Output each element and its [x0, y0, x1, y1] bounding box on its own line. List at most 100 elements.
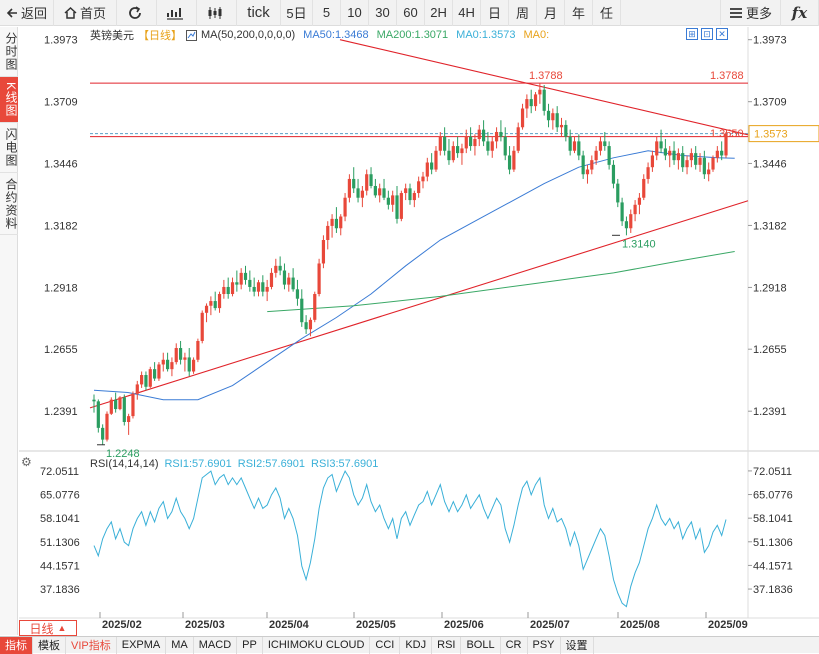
indicator-kdj[interactable]: KDJ	[400, 636, 433, 654]
candle-body	[650, 155, 655, 168]
candle-body	[378, 188, 382, 196]
fit-icon[interactable]: ⊡	[701, 28, 713, 40]
candle-body	[217, 294, 222, 309]
line-chart-icon	[167, 7, 184, 20]
indicator-ma[interactable]: MA	[166, 636, 194, 654]
price-tick-label-left: 1.2655	[44, 344, 78, 356]
line-chart-button[interactable]	[157, 0, 198, 26]
chart-legend: 英镑美元 【日线】 MA(50,200,0,0,0,0) MA50:1.3468…	[90, 27, 549, 43]
candle-body	[235, 282, 239, 285]
tab-vip-indicators[interactable]: VIP指标	[66, 636, 117, 654]
price-tick-label-right: 1.3446	[753, 158, 787, 170]
rsi-tick-label-right: 44.1571	[753, 560, 793, 572]
candle-body	[265, 286, 269, 292]
period-30[interactable]: 30	[369, 0, 398, 26]
sidebar-item-flash[interactable]: 闪电图	[0, 123, 18, 173]
candle-body	[308, 319, 313, 330]
time-tick-label: 2025/05	[356, 619, 396, 631]
candle-body	[469, 136, 473, 147]
indicator-psy[interactable]: PSY	[528, 636, 561, 654]
candle-body	[590, 160, 594, 170]
rsi-params[interactable]: RSI(14,14,14)	[90, 458, 159, 470]
candle-body	[127, 416, 131, 422]
period-week[interactable]: 周	[509, 0, 538, 26]
ma-params[interactable]: MA(50,200,0,0,0,0)	[201, 29, 296, 41]
caret-up-icon: ▲	[57, 623, 67, 633]
indicator-macd[interactable]: MACD	[194, 636, 238, 654]
rsi-tick-label-right: 58.1041	[753, 513, 793, 525]
current-price-text: 1.3573	[754, 129, 788, 141]
tab-indicators[interactable]: 指标	[0, 636, 33, 654]
indicator-expma[interactable]: EXPMA	[117, 636, 167, 654]
candle-body	[239, 272, 243, 285]
candle-body	[200, 312, 204, 341]
period-selector[interactable]: 日线 ▲	[19, 620, 77, 636]
indicator-cci[interactable]: CCI	[370, 636, 401, 654]
candle-body	[347, 178, 351, 198]
period-2h[interactable]: 2H	[425, 0, 454, 26]
indicator-icon[interactable]	[186, 29, 197, 41]
candlestick-series	[92, 83, 728, 445]
candle-body	[417, 181, 421, 194]
period-4h[interactable]: 4H	[453, 0, 482, 26]
candle-body	[161, 359, 165, 365]
chart-controls: ⊞ ⊡ ✕	[686, 28, 728, 40]
settings-button[interactable]: 设置	[561, 636, 594, 654]
back-button[interactable]: 返回	[0, 0, 55, 26]
period-60[interactable]: 60	[397, 0, 426, 26]
candle-body	[430, 162, 434, 170]
candlestick-button[interactable]	[197, 0, 238, 26]
home-label: 首页	[80, 6, 107, 21]
candle-body	[300, 298, 304, 323]
more-button[interactable]: 更多	[719, 0, 781, 26]
candle-body	[607, 146, 611, 165]
period-selector-label: 日线	[29, 621, 54, 636]
candle-body	[559, 124, 564, 128]
candle-body	[191, 359, 196, 372]
indicator-rsi[interactable]: RSI	[432, 636, 462, 654]
candle-body	[222, 286, 226, 295]
period-tag: 【日线】	[138, 30, 182, 42]
expand-icon[interactable]: ⊞	[686, 28, 698, 40]
period-month[interactable]: 月	[537, 0, 566, 26]
price-tick-label-left: 1.2918	[44, 282, 78, 294]
indicator-boll[interactable]: BOLL	[461, 636, 501, 654]
period-day[interactable]: 日	[481, 0, 510, 26]
refresh-button[interactable]	[117, 0, 158, 26]
sidebar-item-contract-info[interactable]: 合约资料	[0, 173, 18, 235]
indicator-cr[interactable]: CR	[501, 636, 528, 654]
ma200-value: MA200:1.3071	[376, 29, 449, 41]
sidebar-item-kline[interactable]: K线图	[0, 77, 18, 123]
tick-button[interactable]: tick	[237, 0, 282, 26]
period-custom[interactable]: 任	[593, 0, 622, 26]
candle-body	[170, 362, 174, 370]
candle-body	[96, 401, 100, 428]
tab-templates[interactable]: 模板	[33, 636, 66, 654]
sidebar-item-timeshare[interactable]: 分时图	[0, 27, 18, 77]
candle-body	[313, 294, 317, 320]
candle-body	[269, 272, 274, 287]
period-5[interactable]: 5	[313, 0, 342, 26]
ma50-value: MA50:1.3468	[303, 29, 369, 41]
candle-body	[698, 157, 702, 165]
rsi-settings-icon[interactable]: ⚙	[21, 455, 32, 469]
rsi-tick-label-right: 65.0776	[753, 490, 793, 502]
candle-body	[226, 286, 230, 295]
candle-body	[114, 399, 118, 410]
candle-body	[572, 141, 577, 151]
candle-body	[551, 113, 555, 121]
home-button[interactable]: 首页	[54, 0, 118, 26]
period-5day[interactable]: 5日	[281, 0, 314, 26]
candle-body	[395, 195, 399, 219]
candle-body	[339, 216, 343, 229]
close-icon[interactable]: ✕	[716, 28, 728, 40]
time-tick-label: 2025/02	[102, 619, 142, 631]
indicator-pp[interactable]: PP	[237, 636, 263, 654]
candle-body	[460, 148, 464, 154]
period-10[interactable]: 10	[341, 0, 370, 26]
period-year[interactable]: 年	[565, 0, 594, 26]
candle-body	[564, 124, 568, 137]
indicator-ichimoku[interactable]: ICHIMOKU CLOUD	[263, 636, 371, 654]
candle-body	[408, 188, 412, 201]
